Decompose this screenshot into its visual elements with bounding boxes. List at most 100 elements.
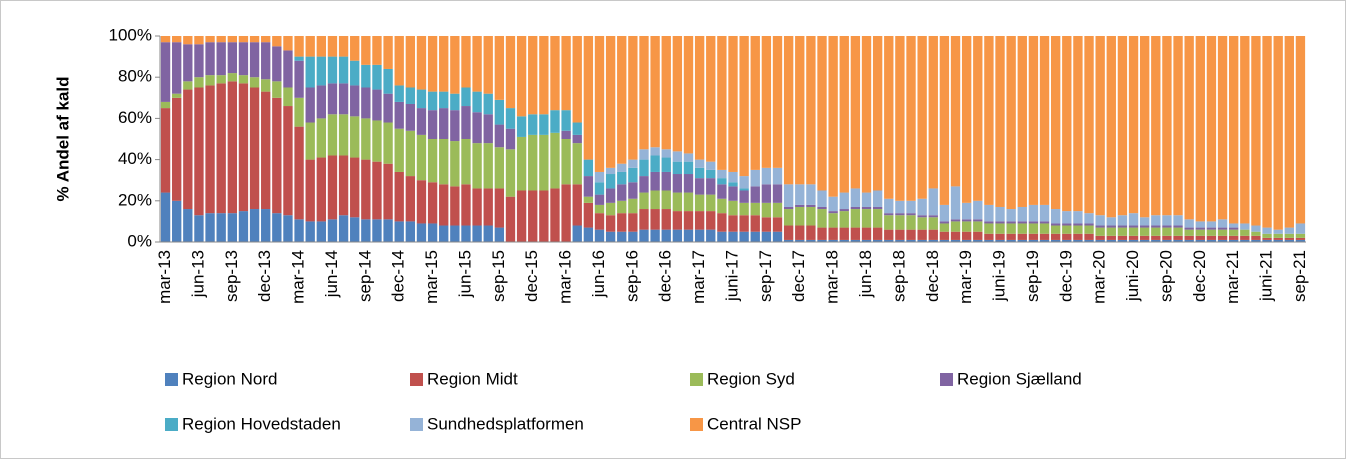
bar-segment — [1073, 233, 1083, 240]
bar-segment — [1006, 209, 1016, 222]
x-tick-label: juni-17 — [722, 250, 741, 302]
bar-segment — [1139, 239, 1150, 242]
bar-segment — [772, 202, 783, 218]
bar-segment — [683, 153, 694, 162]
bar-segment — [327, 56, 338, 84]
bar-segment — [238, 83, 249, 212]
bar-segment — [1262, 36, 1272, 228]
bar-segment — [1184, 219, 1194, 228]
x-tick-label: mar-19 — [956, 250, 975, 304]
bar-segment — [995, 239, 1005, 242]
bar-segment — [1084, 36, 1094, 214]
bar-segment — [472, 91, 482, 113]
bar-segment — [1206, 36, 1217, 222]
bar-segment — [795, 36, 805, 185]
x-tick-label: sep-21 — [1290, 250, 1309, 302]
y-axis-title: % Andel af kald — [53, 76, 72, 201]
bar-segment — [1173, 215, 1183, 226]
bar-segment — [928, 229, 938, 240]
bar-segment — [416, 108, 427, 135]
bar-segment — [1028, 36, 1039, 205]
bar-segment — [561, 184, 571, 242]
bar-segment — [505, 196, 516, 242]
bar-segment — [483, 225, 493, 242]
bar-segment — [405, 103, 416, 131]
bar-segment — [305, 159, 315, 222]
bar-segment — [350, 217, 360, 242]
bar-segment — [1073, 239, 1083, 242]
bar-segment — [1273, 237, 1283, 240]
bar-segment — [1128, 36, 1139, 214]
x-tick-label: dec-14 — [389, 250, 408, 302]
bar-segment — [1195, 239, 1205, 242]
bar-segment — [628, 231, 638, 242]
bar-segment — [416, 36, 427, 90]
bar-segment — [795, 225, 805, 240]
x-tick-label: mar-18 — [823, 250, 842, 304]
bar-segment — [361, 87, 371, 119]
bar-segment — [1151, 215, 1161, 226]
bar-segment — [1106, 227, 1116, 236]
bar-segment — [1106, 36, 1116, 218]
bar-segment — [194, 215, 204, 242]
bar-segment — [1217, 235, 1228, 240]
y-tick-label: 80% — [118, 67, 152, 86]
bar-segment — [505, 128, 516, 150]
bar-segment — [917, 198, 927, 216]
bar-segment — [1184, 229, 1194, 236]
x-tick-label: dec-17 — [789, 250, 808, 302]
bar-segment — [238, 75, 249, 84]
bar-segment — [806, 206, 816, 226]
bar-segment — [1151, 225, 1161, 228]
bar-segment — [817, 239, 827, 242]
bar-segment — [216, 42, 226, 76]
bar-segment — [594, 229, 605, 242]
bar-segment — [472, 225, 482, 242]
x-tick-label: mar-21 — [1223, 250, 1242, 304]
bar-segment — [1039, 221, 1050, 224]
bar-segment — [1195, 36, 1205, 222]
bar-segment — [261, 209, 271, 242]
bar-segment — [327, 83, 338, 115]
bar-segment — [594, 171, 605, 183]
bar-segment — [1229, 36, 1239, 224]
bar-segment — [483, 36, 493, 94]
bar-segment — [472, 143, 482, 189]
bar-segment — [861, 239, 872, 242]
bar-segment — [984, 239, 994, 242]
bar-segment — [650, 209, 660, 230]
x-tick-label: dec-13 — [255, 250, 274, 302]
bar-segment — [494, 124, 505, 148]
legend-label: Sundhedsplatformen — [427, 414, 584, 433]
bar-segment — [694, 159, 705, 168]
bar-segment — [1028, 204, 1039, 222]
legend-label: Region Syd — [707, 369, 795, 388]
bar-segment — [572, 36, 582, 123]
bar-segment — [884, 36, 894, 199]
bar-segment — [639, 159, 649, 177]
bar-segment — [950, 219, 961, 222]
bar-segment — [594, 36, 605, 172]
bar-segment — [1106, 225, 1116, 228]
bar-segment — [817, 209, 827, 228]
bar-segment — [1295, 233, 1306, 238]
bar-segment — [183, 89, 193, 210]
bar-segment — [761, 167, 772, 185]
bar-segment — [1173, 36, 1183, 216]
bar-segment — [717, 184, 727, 199]
bar-segment — [884, 239, 894, 242]
bar-segment — [405, 87, 416, 104]
bar-segment — [1039, 223, 1050, 234]
bar-segment — [828, 36, 838, 197]
bar-segment — [294, 97, 304, 127]
bar-segment — [806, 239, 816, 242]
bar-segment — [661, 209, 671, 230]
bar-segment — [539, 36, 549, 115]
bar-segment — [672, 229, 683, 242]
bar-segment — [194, 44, 204, 78]
bar-segment — [550, 110, 560, 133]
bar-segment — [750, 215, 760, 232]
bar-segment — [294, 56, 304, 61]
bar-segment — [216, 213, 226, 242]
bar-segment — [394, 128, 404, 172]
